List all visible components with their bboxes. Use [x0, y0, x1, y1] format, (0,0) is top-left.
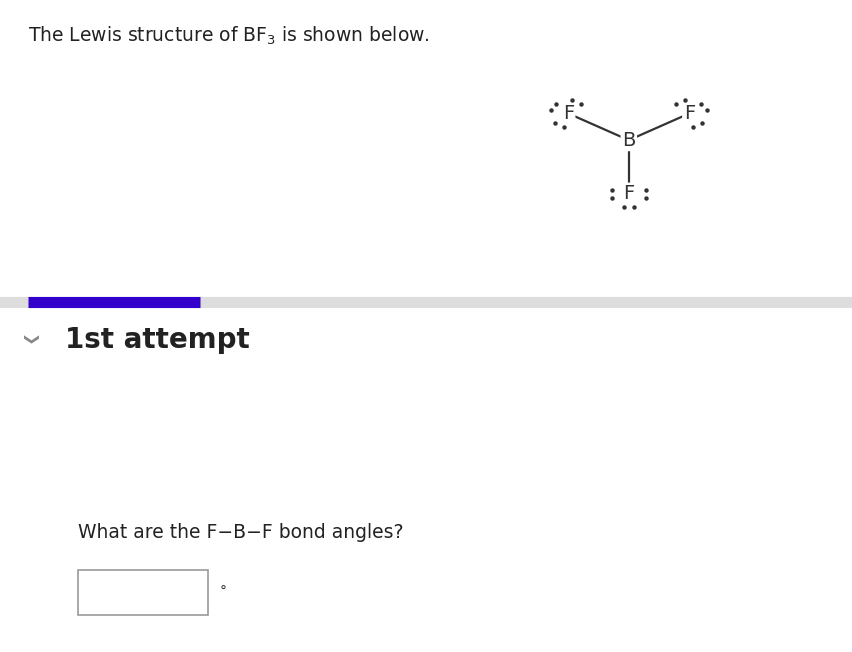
Text: B: B [622, 130, 636, 150]
Text: ❯: ❯ [20, 334, 36, 346]
Text: F: F [683, 104, 695, 123]
Text: °: ° [220, 585, 227, 599]
Text: F: F [623, 184, 635, 203]
Text: 1st attempt: 1st attempt [65, 326, 250, 354]
Text: What are the F−B−F bond angles?: What are the F−B−F bond angles? [78, 524, 404, 542]
Text: F: F [562, 104, 574, 123]
Text: The Lewis structure of BF$_3$ is shown below.: The Lewis structure of BF$_3$ is shown b… [28, 25, 430, 48]
